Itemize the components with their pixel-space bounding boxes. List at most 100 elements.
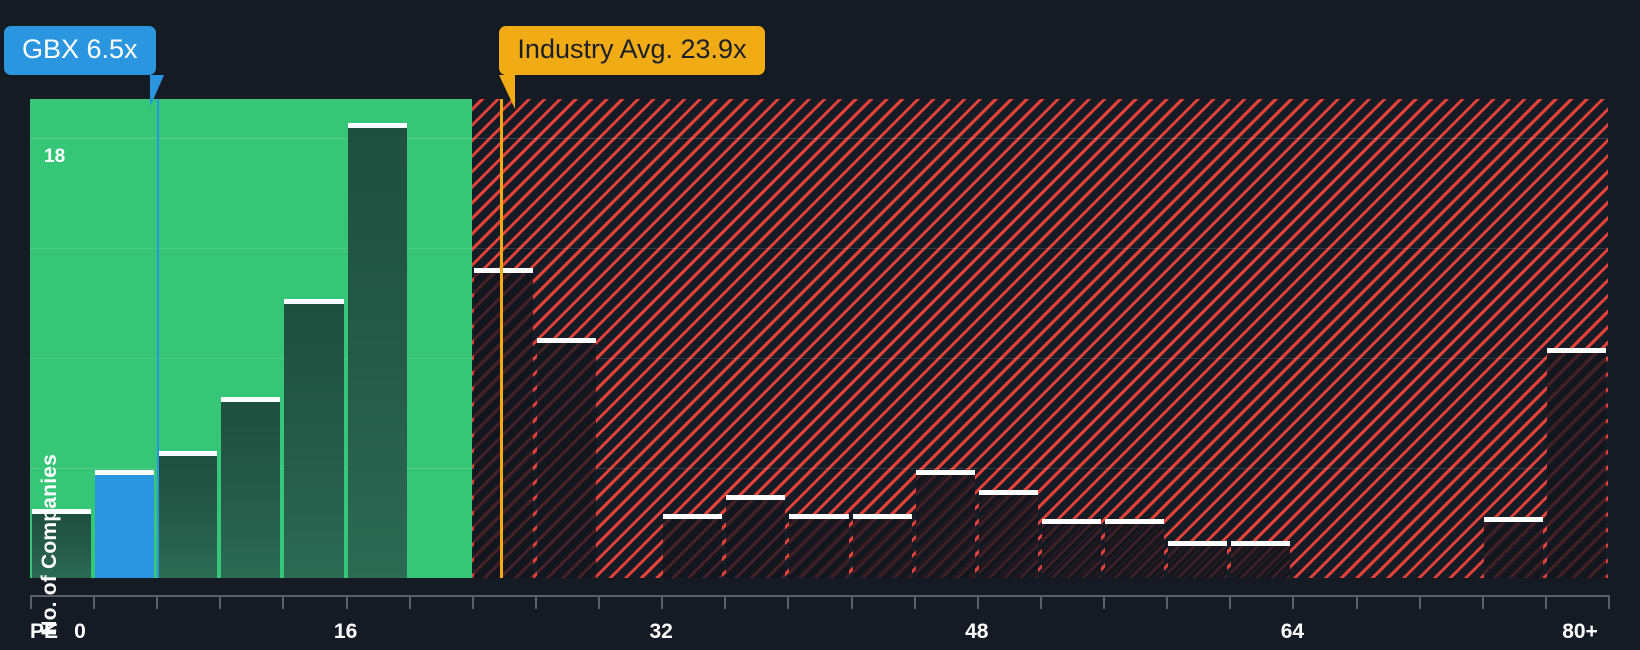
bar-value-cap (32, 509, 92, 515)
bar-value-cap (221, 397, 281, 403)
histogram-bar[interactable] (978, 489, 1038, 578)
x-axis-tick (1039, 597, 1042, 609)
histogram-bar[interactable] (536, 338, 597, 578)
x-axis-title: PE (30, 620, 59, 643)
bar-body (663, 519, 723, 578)
industry-marker-line (500, 99, 504, 578)
x-axis-line (30, 595, 1610, 597)
company-marker-line (157, 99, 160, 578)
tooltip-tail (499, 75, 516, 109)
x-axis-tick-label: 0 (74, 620, 86, 643)
bar-body (221, 402, 281, 578)
bar-value-cap (1105, 519, 1165, 525)
x-axis-tick (913, 597, 916, 609)
x-axis-tick (156, 597, 159, 609)
x-axis-tick (408, 597, 411, 609)
x-axis-tick (282, 597, 285, 609)
histogram-bar[interactable] (221, 397, 281, 578)
bar-body (1168, 546, 1228, 578)
x-axis-tick (219, 597, 222, 609)
bar-value-cap (1041, 519, 1102, 525)
bar-body (536, 343, 597, 578)
bar-value-cap (978, 489, 1038, 495)
bar-value-cap (789, 514, 849, 520)
histogram-bar[interactable] (726, 494, 786, 578)
histogram-bar[interactable] (1231, 541, 1291, 578)
company-marker-tooltip-label: GBX 6.5x (22, 34, 138, 64)
bar-value-cap (726, 494, 786, 500)
x-axis-tick (724, 597, 727, 609)
bar-body (852, 519, 912, 578)
x-axis-tick (1544, 597, 1547, 609)
histogram-bar[interactable] (1041, 519, 1102, 578)
x-axis-tick (471, 597, 474, 609)
histogram-bar[interactable] (32, 509, 92, 578)
histogram-bars (30, 99, 1608, 578)
x-axis-tick (93, 597, 96, 609)
bar-value-cap (852, 514, 912, 520)
bar-value-cap (1231, 541, 1291, 547)
x-axis-tick (850, 597, 853, 609)
y-axis-title: No. of Companies (38, 454, 61, 636)
bar-body (789, 519, 849, 578)
x-axis-tick-label: 16 (333, 620, 358, 643)
x-axis-tick-label: 64 (1280, 620, 1305, 643)
x-axis-tick (1418, 597, 1421, 609)
bar-body (347, 128, 407, 578)
bar-body (1483, 521, 1543, 578)
tooltip-tail (150, 75, 164, 107)
x-axis-tick (1166, 597, 1169, 609)
bar-value-cap (95, 470, 155, 476)
histogram-bar[interactable] (347, 123, 407, 578)
histogram-bar[interactable] (789, 514, 849, 578)
histogram-bar[interactable] (1105, 519, 1165, 578)
bar-value-cap (158, 450, 218, 456)
bar-body (1231, 546, 1291, 578)
x-axis-tick (1103, 597, 1106, 609)
x-axis-tick (598, 597, 601, 609)
overvalued-zone (471, 99, 1608, 578)
x-axis-tick-label: 80+ (1562, 620, 1598, 643)
histogram-bar[interactable] (1546, 348, 1606, 578)
x-axis-tick (976, 597, 979, 609)
y-gridline-label-18: 18 (44, 146, 66, 168)
bar-value-cap (663, 514, 723, 520)
bar-body (1041, 524, 1102, 578)
x-axis-tick (345, 597, 348, 609)
histogram-bar[interactable] (158, 450, 218, 578)
x-axis-tick (534, 597, 537, 609)
bar-body (726, 499, 786, 578)
bar-body (978, 494, 1038, 578)
bar-value-cap (1546, 348, 1606, 354)
bar-body (284, 304, 344, 578)
histogram-bar[interactable] (852, 514, 912, 578)
bar-value-cap (1483, 516, 1543, 522)
industry-marker-tooltip[interactable]: Industry Avg. 23.9x (499, 26, 765, 109)
histogram-bar[interactable] (663, 514, 723, 578)
histogram-bar[interactable] (95, 470, 155, 578)
bar-value-cap (536, 338, 597, 344)
bar-body (158, 455, 218, 578)
bar-body (95, 475, 155, 578)
x-axis-tick (1229, 597, 1232, 609)
x-axis-tick-label: 48 (965, 620, 989, 643)
x-axis-tick (1608, 597, 1610, 609)
histogram-bar[interactable] (1483, 516, 1543, 578)
bar-body (32, 514, 92, 578)
x-axis-tick (30, 597, 32, 609)
x-axis-tick (1481, 597, 1484, 609)
x-axis-tick-label: 32 (649, 620, 673, 643)
bar-value-cap (1168, 541, 1228, 547)
bar-body (1105, 524, 1165, 578)
bar-body (1546, 353, 1606, 578)
histogram-bar[interactable] (915, 470, 975, 578)
histogram-bar[interactable] (284, 299, 344, 578)
histogram-bar[interactable] (1168, 541, 1228, 578)
x-axis-tick (787, 597, 790, 609)
bar-value-cap (284, 299, 344, 305)
company-marker-tooltip[interactable]: GBX 6.5x (4, 26, 164, 107)
x-axis-tick (1292, 597, 1295, 609)
industry-marker-tooltip-label: Industry Avg. 23.9x (517, 34, 747, 64)
bar-value-cap (347, 123, 407, 129)
bar-body (915, 475, 975, 578)
